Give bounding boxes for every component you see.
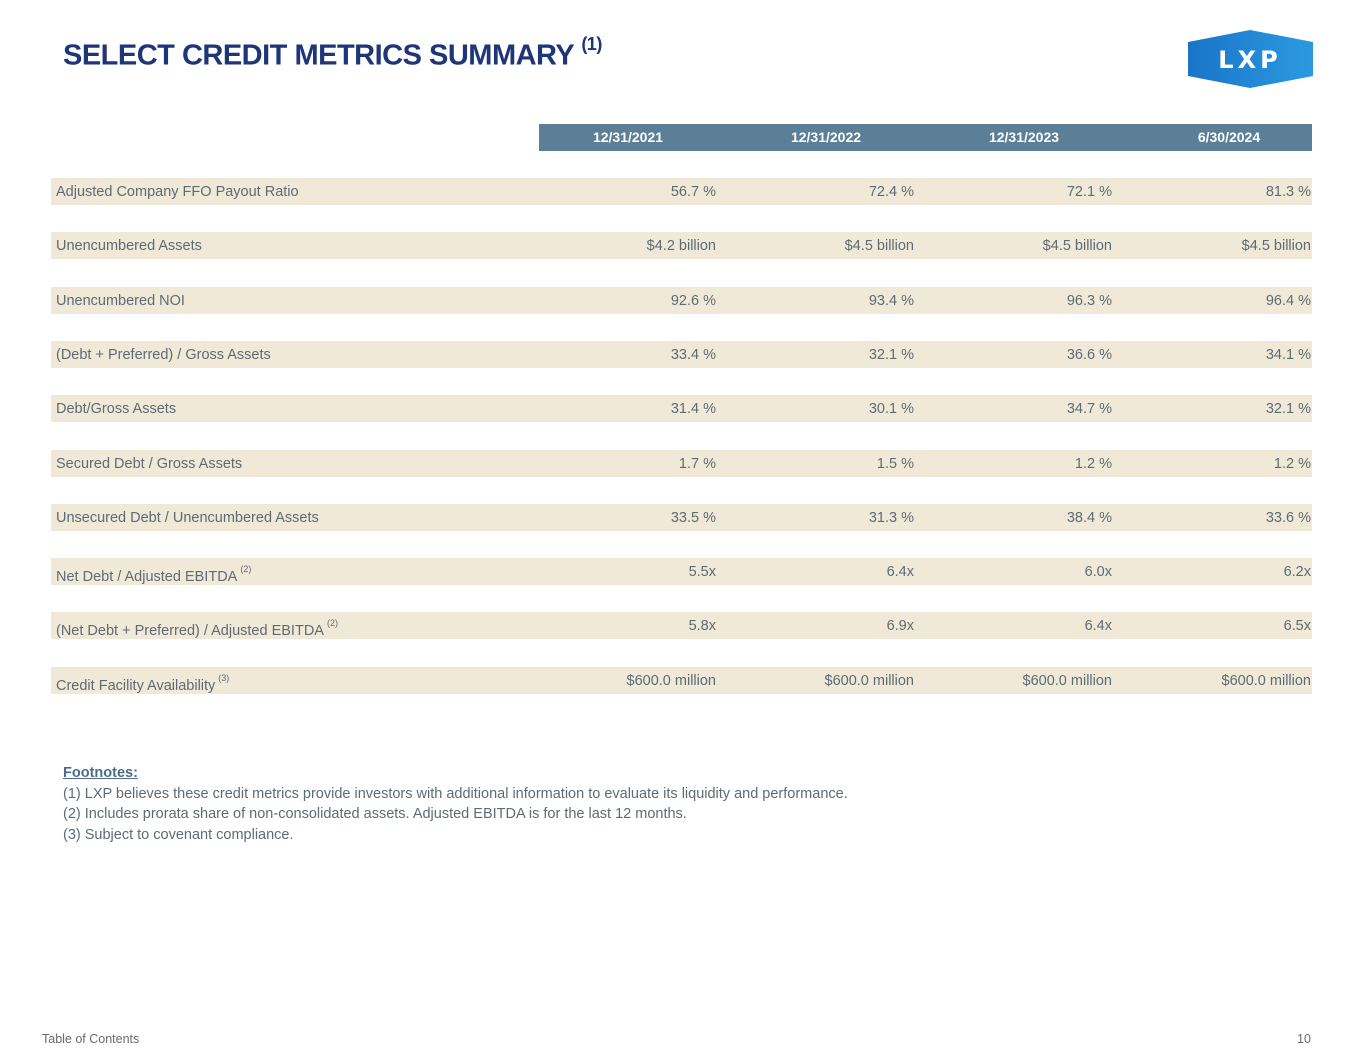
title-text: SELECT CREDIT METRICS SUMMARY — [63, 39, 574, 72]
row-value: 72.1 % — [1066, 184, 1112, 200]
row-value: 5.5x — [688, 564, 716, 581]
row-value: 36.6 % — [1066, 346, 1112, 363]
row-label: Unencumbered Assets — [56, 232, 202, 261]
row-label: Unencumbered NOI — [56, 287, 185, 316]
row-value: 30.1 % — [868, 401, 914, 418]
row-value: 32.1 % — [1265, 401, 1311, 418]
table-row: (Debt + Preferred) / Gross Assets 33.4 % 3… — [51, 340, 1312, 370]
row-value: $4.2 billion — [646, 238, 716, 255]
row-value: $600.0 million — [1221, 672, 1311, 689]
row-label: (Net Debt + Preferred) / Adjusted EBITDA… — [56, 612, 338, 646]
row-label: Secured Debt / Gross Assets — [56, 450, 242, 479]
table-header: 12/31/2021 12/31/2022 12/31/2023 6/30/20… — [539, 124, 1312, 151]
table-row: Net Debt / Adjusted EBITDA (2) 5.5x 6.4x 6.0… — [51, 558, 1312, 586]
lxp-logo: LXP — [1188, 30, 1313, 88]
row-value: 38.4 % — [1066, 509, 1112, 526]
row-value: 1.7 % — [678, 455, 716, 472]
column-header: 6/30/2024 — [1197, 129, 1261, 145]
row-value: 6.4x — [1084, 618, 1112, 635]
footnote: (1) LXP believes these credit metrics pr… — [63, 785, 848, 802]
row-value: 34.7 % — [1066, 401, 1112, 418]
column-header: 12/31/2022 — [790, 129, 862, 145]
column-header: 12/31/2021 — [592, 129, 664, 145]
row-label-text: Secured Debt / Gross Assets — [56, 455, 243, 472]
row-value: 81.3 % — [1265, 184, 1311, 200]
row-value: 1.5 % — [876, 455, 914, 472]
row-label: Net Debt / Adjusted EBITDA (2) — [56, 558, 251, 592]
row-footnote-ref: (3) — [218, 672, 230, 683]
row-label: Credit Facility Availability (3) — [56, 667, 229, 701]
svg-text:LXP: LXP — [1218, 46, 1281, 74]
row-value: 93.4 % — [868, 292, 914, 309]
row-value: $4.5 billion — [844, 238, 914, 255]
row-label-text: Debt/Gross Assets — [56, 401, 177, 418]
row-value: $600.0 million — [626, 672, 716, 689]
row-value: 1.2 % — [1074, 455, 1112, 472]
row-value: 96.4 % — [1265, 292, 1311, 309]
row-value: 31.3 % — [868, 509, 914, 526]
row-label-text: Unsecured Debt / Unencumbered Assets — [56, 509, 319, 526]
row-value: 31.4 % — [670, 401, 716, 418]
row-value: 34.1 % — [1265, 346, 1311, 363]
table-row: Adjusted Company FFO Payout Ratio 56.7 % 7… — [51, 178, 1312, 205]
table-row: Secured Debt / Gross Assets 1.7 % 1.5 % 1.2… — [51, 449, 1312, 479]
table-row: Unencumbered NOI 92.6 % 93.4 % 96.3 % 96.4 % — [51, 286, 1312, 316]
footnotes: Footnotes: (1) LXP believes these credit… — [63, 763, 848, 845]
footnote: (3) Subject to covenant compliance. — [63, 826, 294, 843]
row-value: $4.5 billion — [1241, 238, 1311, 255]
row-label: (Debt + Preferred) / Gross Assets — [56, 341, 271, 370]
row-value: $4.5 billion — [1042, 238, 1112, 255]
column-header: 12/31/2023 — [988, 129, 1060, 145]
table-row: (Net Debt + Preferred) / Adjusted EBITDA… — [51, 612, 1312, 640]
row-value: 6.4x — [886, 564, 914, 581]
row-label-text: Credit Facility Availability — [56, 677, 216, 694]
row-value: 6.0x — [1084, 564, 1112, 581]
row-value: $600.0 million — [824, 672, 914, 689]
row-value: $600.0 million — [1022, 672, 1112, 689]
page-title: SELECT CREDIT METRICS SUMMARY (1) — [63, 34, 602, 73]
table-row: Unencumbered Assets $4.2 billion $4.5 bill… — [51, 232, 1312, 261]
footnote: (2) Includes prorata share of non-consol… — [63, 806, 687, 822]
row-label: Adjusted Company FFO Payout Ratio — [56, 178, 299, 207]
row-value: 96.3 % — [1066, 292, 1112, 309]
row-footnote-ref: (2) — [326, 618, 338, 629]
row-value: 33.5 % — [670, 509, 716, 526]
page-number: 10 — [1297, 1032, 1311, 1046]
row-value: 32.1 % — [868, 346, 914, 363]
row-value: 1.2 % — [1273, 455, 1311, 472]
row-value: 6.2x — [1283, 564, 1311, 581]
row-value: 33.4 % — [670, 346, 716, 363]
row-value: 92.6 % — [670, 292, 716, 309]
row-value: 6.5x — [1283, 618, 1311, 635]
row-label-text: Unencumbered Assets — [56, 238, 202, 255]
row-label: Unsecured Debt / Unencumbered Assets — [56, 504, 319, 533]
row-label: Debt/Gross Assets — [56, 395, 176, 424]
row-label-text: Net Debt / Adjusted EBITDA — [56, 568, 238, 585]
row-value: 33.6 % — [1265, 509, 1311, 526]
row-value: 6.9x — [886, 618, 914, 635]
row-value: 72.4 % — [868, 184, 914, 200]
table-of-contents-link[interactable]: Table of Contents — [42, 1032, 140, 1046]
row-label-text: Unencumbered NOI — [56, 292, 185, 309]
row-value: 5.8x — [688, 618, 716, 635]
table-row: Debt/Gross Assets 31.4 % 30.1 % 34.7 % 32.1 … — [51, 395, 1312, 424]
table-row: Credit Facility Availability (3) $600.0 mi… — [51, 666, 1312, 694]
row-footnote-ref: (2) — [240, 564, 252, 575]
footnotes-heading: Footnotes: — [63, 765, 138, 781]
table-row: Unsecured Debt / Unencumbered Assets 33.5… — [51, 503, 1312, 533]
row-label-text: (Debt + Preferred) / Gross Assets — [56, 346, 271, 363]
title-footnote-ref: (1) — [581, 34, 602, 54]
row-label-text: Adjusted Company FFO Payout Ratio — [56, 184, 299, 200]
row-label-text: (Net Debt + Preferred) / Adjusted EBITDA — [56, 623, 324, 640]
row-value: 56.7 % — [670, 184, 716, 200]
